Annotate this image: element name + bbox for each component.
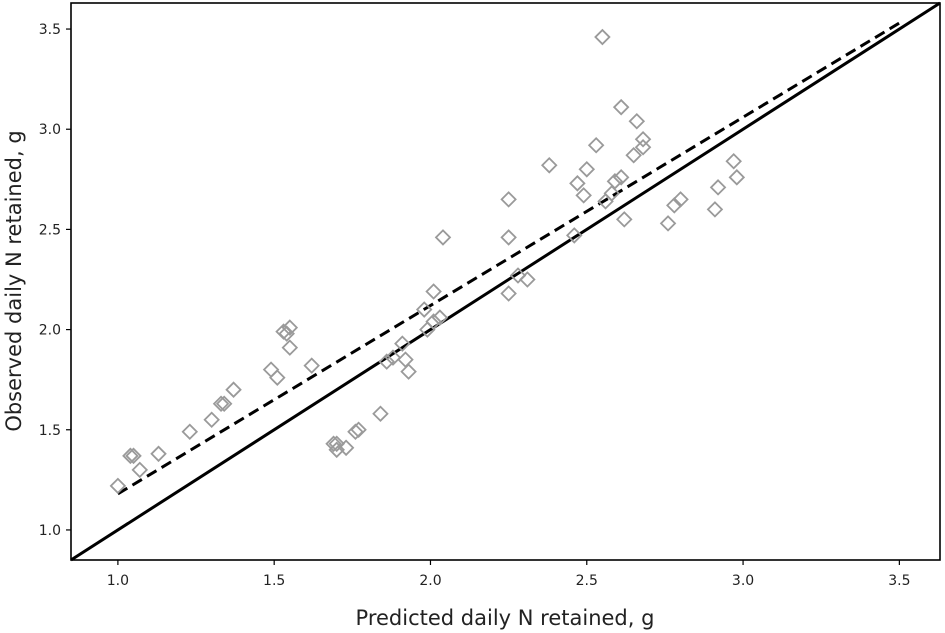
data-point — [278, 325, 295, 342]
y-tick-label: 2.0 — [39, 323, 61, 339]
data-point — [728, 169, 746, 186]
x-tick-label: 2.0 — [419, 573, 441, 589]
y-axis-title: Observed daily N retained, g — [2, 130, 26, 431]
data-point — [328, 435, 345, 453]
x-axis-ticks: 1.0 1.5 2.0 2.5 3.0 3.5 — [107, 560, 910, 589]
data-point — [150, 445, 167, 463]
data-point — [431, 309, 449, 326]
data-point — [540, 157, 558, 174]
data-point — [666, 197, 683, 214]
data-point — [500, 191, 517, 208]
data-point — [634, 130, 652, 148]
data-point — [434, 229, 452, 246]
data-point — [519, 271, 536, 288]
data-point — [709, 179, 727, 196]
data-point — [212, 395, 230, 412]
data-point — [303, 357, 320, 374]
data-point — [350, 421, 367, 439]
dashed-fit-line — [117, 21, 901, 496]
data-point — [397, 351, 414, 368]
x-axis-title: Predicted daily N retained, g — [356, 606, 655, 630]
data-point — [269, 369, 286, 386]
data-point — [628, 112, 646, 130]
data-point — [634, 138, 652, 156]
data-point — [203, 411, 220, 429]
data-point — [131, 461, 149, 479]
data-point — [606, 173, 624, 190]
x-tick-label: 3.5 — [888, 573, 910, 589]
data-point — [575, 187, 592, 204]
data-point — [384, 349, 402, 366]
data-point — [612, 169, 630, 186]
data-point — [328, 441, 345, 459]
x-tick-label: 2.5 — [576, 573, 598, 589]
data-point — [415, 301, 433, 318]
data-point — [378, 353, 395, 370]
data-point — [625, 147, 642, 164]
x-tick-label: 3.0 — [732, 573, 754, 589]
y-tick-label: 1.0 — [39, 523, 61, 539]
y-tick-label: 2.5 — [39, 222, 61, 238]
fit-lines — [70, 1, 941, 562]
data-point — [394, 335, 411, 352]
x-tick-label: 1.0 — [107, 573, 129, 589]
data-point — [659, 215, 677, 232]
data-point — [569, 175, 586, 192]
data-point — [612, 98, 630, 116]
data-points — [109, 28, 746, 495]
data-point — [500, 285, 517, 302]
data-point — [372, 405, 389, 423]
data-point — [281, 319, 299, 336]
data-point — [225, 381, 242, 398]
y-axis-ticks: 1.0 1.5 2.0 2.5 3.0 3.5 — [39, 22, 71, 539]
y-tick-label: 3.5 — [39, 22, 61, 38]
data-point — [425, 283, 442, 300]
y-tick-label: 1.5 — [39, 423, 61, 439]
data-point — [509, 267, 527, 284]
data-point — [725, 153, 742, 170]
x-tick-label: 1.5 — [263, 573, 285, 589]
data-point — [215, 395, 233, 412]
solid-identity-line — [70, 1, 941, 562]
data-point — [181, 423, 199, 441]
data-point — [500, 229, 517, 246]
data-point — [672, 191, 689, 208]
y-tick-label: 3.0 — [39, 122, 61, 138]
data-point — [325, 435, 342, 453]
data-point — [400, 363, 417, 380]
data-point — [603, 185, 621, 202]
data-point — [565, 227, 583, 244]
data-point — [262, 361, 280, 378]
plot-frame — [70, 2, 941, 561]
data-point — [594, 28, 611, 46]
data-point — [425, 313, 442, 330]
data-point — [122, 447, 139, 465]
data-point — [109, 477, 127, 495]
data-point — [281, 339, 299, 356]
data-point — [616, 211, 633, 228]
data-point — [706, 201, 724, 218]
data-point — [337, 439, 355, 457]
data-point — [578, 161, 596, 178]
data-point — [587, 136, 605, 154]
data-point — [125, 447, 142, 465]
